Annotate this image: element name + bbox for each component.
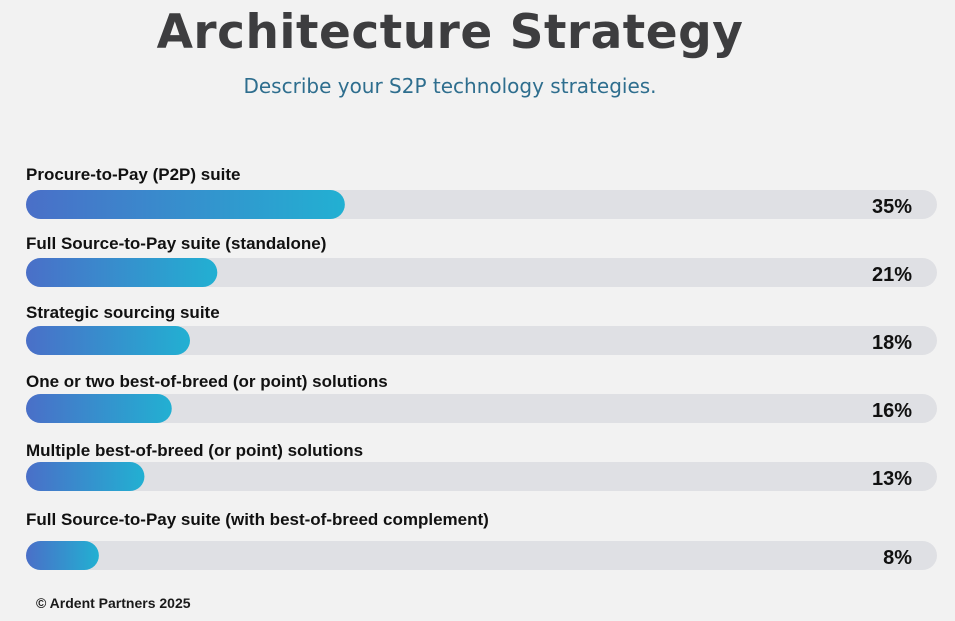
category-label: Multiple best-of-breed (or point) soluti… [26, 441, 363, 460]
bar [26, 190, 345, 219]
copyright-footer: © Ardent Partners 2025 [36, 595, 191, 611]
value-label: 8% [883, 547, 912, 569]
bar [26, 394, 172, 423]
category-label: Full Source-to-Pay suite (standalone) [26, 234, 326, 253]
value-label: 18% [872, 332, 912, 354]
bar-track [26, 462, 937, 491]
bar [26, 326, 190, 355]
bar-track [26, 326, 937, 355]
bar [26, 258, 218, 287]
chart-title: Architecture Strategy [156, 5, 744, 60]
bar-track [26, 394, 937, 423]
bar [26, 462, 145, 491]
category-label: One or two best-of-breed (or point) solu… [26, 372, 388, 391]
bar [26, 541, 99, 570]
value-label: 16% [872, 400, 912, 422]
bar-track [26, 258, 937, 287]
value-label: 21% [872, 264, 912, 286]
category-label: Full Source-to-Pay suite (with best-of-b… [26, 510, 489, 529]
value-label: 13% [872, 468, 912, 490]
category-label: Strategic sourcing suite [26, 303, 220, 322]
bar-track [26, 541, 937, 570]
chart-subtitle: Describe your S2P technology strategies. [243, 74, 657, 98]
value-label: 35% [872, 196, 912, 218]
category-label: Procure-to-Pay (P2P) suite [26, 165, 240, 184]
